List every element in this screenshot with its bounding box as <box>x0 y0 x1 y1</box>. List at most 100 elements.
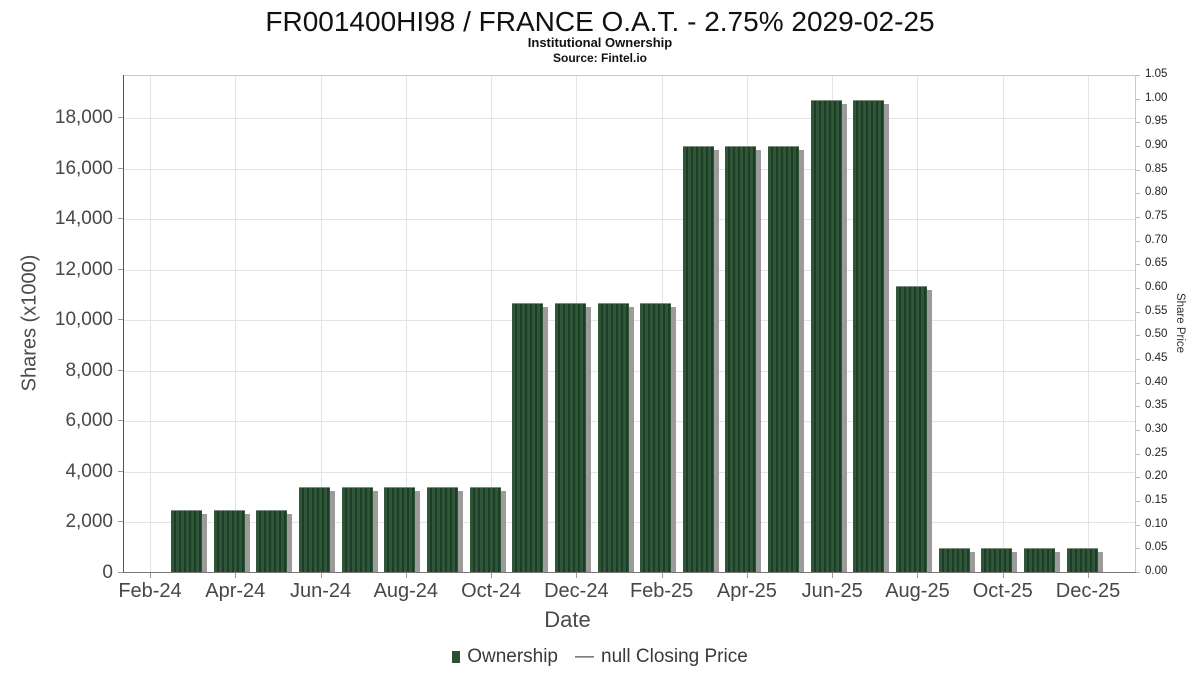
gridline-h <box>123 117 1135 119</box>
gridline-v <box>1002 76 1004 573</box>
gridline-v <box>405 76 407 573</box>
legend-price-label[interactable]: null Closing Price <box>601 646 748 667</box>
bar[interactable] <box>554 302 586 573</box>
bar[interactable] <box>1023 547 1055 573</box>
gridline-v <box>491 76 493 573</box>
y-axis-tick-right <box>1136 406 1140 408</box>
y-tick-label-left: 6,000 <box>65 410 113 432</box>
y-tick-label-left: 16,000 <box>54 157 113 179</box>
y-axis-tick-right <box>1136 98 1140 100</box>
y-tick-label-right: 0.00 <box>1145 565 1168 577</box>
y-axis-title-right: Share Price <box>1174 292 1186 354</box>
x-axis-tick <box>661 573 663 578</box>
gridline-h <box>123 522 1135 524</box>
y-axis-tick-left <box>118 470 123 472</box>
gridline-h <box>123 421 1135 423</box>
gridline-h <box>123 168 1135 170</box>
y-axis-tick-right <box>1136 453 1140 455</box>
bar[interactable] <box>597 302 629 573</box>
y-tick-label-right: 0.15 <box>1145 494 1168 506</box>
y-axis-tick-right <box>1136 288 1140 289</box>
bar[interactable] <box>768 145 800 573</box>
x-tick-label: Apr-25 <box>716 580 777 602</box>
y-tick-label-right: 0.30 <box>1145 423 1168 435</box>
y-tick-label-right: 1.05 <box>1145 68 1168 80</box>
legend-dash-icon: — <box>575 646 595 667</box>
y-tick-label-left: 4,000 <box>65 460 113 482</box>
bar[interactable] <box>1066 547 1098 573</box>
bar[interactable] <box>682 145 714 573</box>
y-axis-tick-left <box>118 572 123 573</box>
y-axis-tick-left <box>118 319 123 321</box>
bar[interactable] <box>938 547 970 573</box>
x-axis-tick <box>491 573 493 578</box>
x-tick-label: Oct-24 <box>461 580 522 602</box>
y-tick-label-right: 0.55 <box>1145 304 1168 317</box>
x-axis-tick <box>746 573 748 578</box>
x-tick-label: Aug-25 <box>885 580 950 602</box>
y-axis-tick-right <box>1136 264 1140 266</box>
bar[interactable] <box>213 509 245 573</box>
bar[interactable] <box>256 509 288 573</box>
y-tick-label-left: 10,000 <box>54 309 113 331</box>
gridline-v <box>1088 76 1089 573</box>
y-axis-tick-left <box>118 369 123 371</box>
gridline-v <box>150 76 151 573</box>
y-tick-label-left: 18,000 <box>54 106 113 128</box>
y-tick-label-right: 0.25 <box>1145 446 1168 459</box>
y-tick-label-right: 0.90 <box>1145 139 1168 151</box>
bar[interactable] <box>469 487 501 573</box>
y-tick-label-right: 0.05 <box>1145 541 1168 554</box>
x-tick-label: Apr-24 <box>205 580 266 602</box>
bar[interactable] <box>384 487 416 573</box>
chart-subtitle: Institutional Ownership <box>527 35 673 50</box>
x-tick-label: Oct-25 <box>972 580 1033 602</box>
y-tick-label-right: 0.85 <box>1145 162 1168 175</box>
x-axis-tick <box>405 573 407 578</box>
y-axis-tick-left <box>118 268 123 270</box>
y-tick-label-right: 0.10 <box>1145 517 1168 530</box>
gridline-h <box>123 370 1135 372</box>
x-axis-tick <box>917 573 919 578</box>
y-tick-label-left: 0 <box>102 562 113 583</box>
bar[interactable] <box>895 286 927 573</box>
y-axis-tick-right <box>1136 572 1140 573</box>
y-tick-label-right: 0.95 <box>1145 115 1168 128</box>
y-axis-tick-left <box>118 521 123 523</box>
x-axis-tick <box>1088 573 1089 578</box>
y-axis-tick-right <box>1136 240 1140 242</box>
y-tick-label-left: 8,000 <box>65 359 113 381</box>
bar[interactable] <box>341 487 373 573</box>
bar[interactable] <box>725 145 757 573</box>
bar[interactable] <box>981 547 1013 573</box>
bar[interactable] <box>426 487 458 573</box>
x-axis-line <box>123 572 1136 573</box>
x-axis-tick <box>320 573 322 578</box>
y-axis-tick-right <box>1136 430 1140 431</box>
y-tick-label-right: 0.75 <box>1145 210 1168 222</box>
y-axis-tick-right <box>1136 359 1140 360</box>
x-tick-label: Jun-24 <box>289 580 352 602</box>
x-tick-label: Aug-24 <box>373 580 439 602</box>
gridline-h <box>123 320 1135 322</box>
bar[interactable] <box>299 487 331 573</box>
y-axis-tick-right <box>1136 146 1140 147</box>
bar[interactable] <box>512 302 544 573</box>
bar[interactable] <box>810 100 842 573</box>
x-axis-tick <box>1002 573 1004 578</box>
bar[interactable] <box>640 302 672 573</box>
legend-swatch-icon <box>452 651 461 663</box>
bar[interactable] <box>171 509 203 573</box>
y-axis-tick-right <box>1136 335 1140 337</box>
plot-area <box>123 75 1136 573</box>
legend-ownership-label[interactable]: Ownership <box>467 646 559 667</box>
y-tick-label-left: 2,000 <box>65 511 113 533</box>
y-tick-label-right: 0.65 <box>1145 257 1168 270</box>
x-axis-title: Date <box>544 607 591 632</box>
y-axis-tick-right <box>1136 477 1140 479</box>
y-axis-tick-right <box>1136 524 1140 526</box>
y-axis-tick-right <box>1136 122 1140 124</box>
y-axis-tick-right <box>1136 169 1140 171</box>
bar[interactable] <box>853 100 885 573</box>
